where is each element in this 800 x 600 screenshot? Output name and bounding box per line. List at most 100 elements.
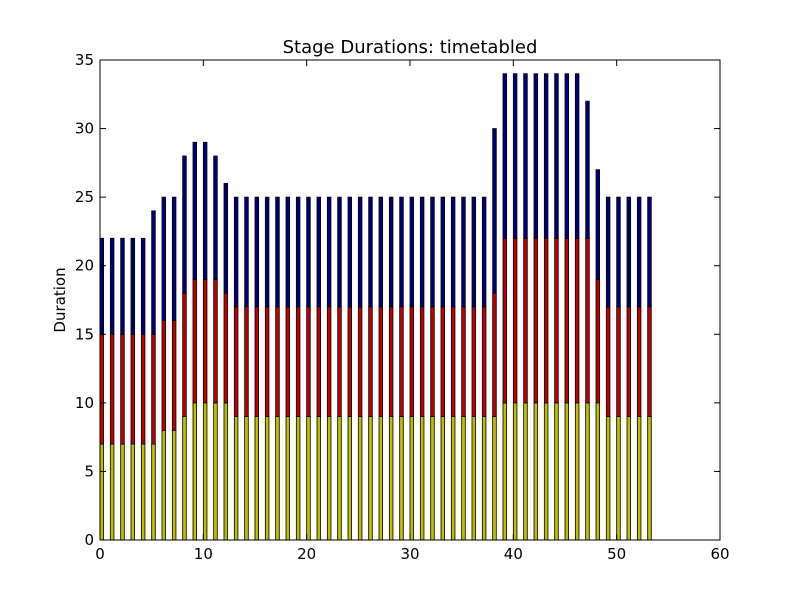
bar-segment-0-38: [492, 416, 497, 541]
bar-segment-2-2: [120, 237, 125, 335]
bar-segment-2-9: [192, 141, 198, 280]
bar-segment-0-18: [285, 416, 291, 541]
bar-segment-1-46: [574, 237, 580, 404]
bar-segment-1-24: [347, 306, 353, 417]
bar-segment-2-27: [378, 196, 384, 308]
x-tick-label-1: 10: [194, 545, 213, 563]
bar-segment-2-38: [492, 128, 497, 294]
bar-segment-0-30: [409, 416, 415, 541]
bar-segment-0-11: [213, 402, 218, 541]
bar-segment-0-44: [554, 402, 559, 541]
bar-segment-2-0: [99, 237, 105, 335]
bar-segment-2-48: [595, 169, 601, 280]
bar-segment-1-51: [626, 306, 632, 417]
bar-segment-1-3: [130, 333, 136, 445]
bar-segment-0-5: [151, 443, 156, 541]
bar-segment-0-49: [605, 416, 611, 541]
bar-segment-2-32: [430, 196, 435, 308]
y-tick-label-3: 15: [75, 325, 94, 343]
bar-segment-0-12: [223, 402, 229, 541]
bar-segment-0-4: [140, 443, 146, 541]
bar-segment-0-2: [120, 443, 125, 541]
bar-segment-0-28: [388, 416, 394, 541]
bar-segment-1-31: [419, 306, 425, 417]
bar-segment-0-51: [626, 416, 632, 541]
bar-segment-1-23: [337, 306, 342, 417]
bar-segment-2-18: [285, 196, 291, 308]
bar-segment-1-6: [161, 320, 167, 431]
bar-segment-0-6: [161, 429, 167, 541]
bar-segment-0-14: [244, 416, 249, 541]
bar-segment-2-42: [533, 73, 539, 239]
bar-segment-2-46: [574, 73, 580, 239]
bar-segment-2-53: [647, 196, 652, 308]
x-tick-label-2: 20: [297, 545, 316, 563]
y-tick-label-6: 30: [75, 120, 94, 138]
ticks-group: 0 10 20 30 40 50 60 0 5 10 15 20 25 30 35: [75, 51, 730, 563]
bar-segment-2-30: [409, 196, 415, 308]
bar-segment-0-52: [636, 416, 642, 541]
bar-segment-0-25: [357, 416, 363, 541]
bar-segment-2-49: [605, 196, 611, 308]
bar-segment-2-41: [523, 73, 528, 239]
bar-segment-0-20: [306, 416, 311, 541]
bar-segment-2-7: [171, 196, 177, 321]
bar-segment-0-33: [440, 416, 446, 541]
bar-segment-0-40: [512, 402, 518, 541]
bar-segment-1-11: [213, 279, 218, 404]
bar-segment-0-45: [564, 402, 570, 541]
bar-segment-2-10: [202, 141, 208, 280]
bar-segment-0-46: [574, 402, 580, 541]
bar-segment-0-39: [502, 402, 508, 541]
y-tick-label-2: 10: [75, 394, 94, 412]
bar-segment-1-32: [430, 306, 435, 417]
bar-segment-0-48: [595, 402, 601, 541]
bar-segment-2-24: [347, 196, 353, 308]
bar-segment-0-35: [461, 416, 466, 541]
bar-segment-1-14: [244, 306, 249, 417]
bar-segment-2-22: [326, 196, 332, 308]
bar-segment-0-41: [523, 402, 528, 541]
bar-segment-2-11: [213, 155, 218, 280]
bar-segment-2-28: [388, 196, 394, 308]
bar-segment-2-25: [357, 196, 363, 308]
bar-segment-2-39: [502, 73, 508, 239]
bar-segment-0-37: [481, 416, 487, 541]
bar-segment-1-10: [202, 279, 208, 404]
bar-segment-1-37: [481, 306, 487, 417]
bar-segment-1-36: [471, 306, 477, 417]
bar-segment-0-23: [337, 416, 342, 541]
bar-segment-0-19: [295, 416, 301, 541]
bar-segment-0-24: [347, 416, 353, 541]
bar-segment-1-45: [564, 237, 570, 404]
bar-segment-0-16: [264, 416, 270, 541]
bar-segment-2-50: [616, 196, 621, 308]
bar-segment-0-22: [326, 416, 332, 541]
bar-segment-0-15: [254, 416, 260, 541]
bar-segment-0-1: [109, 443, 115, 541]
bar-segment-0-21: [316, 416, 322, 541]
bar-segment-0-10: [202, 402, 208, 541]
y-tick-label-5: 25: [75, 188, 94, 206]
bar-segment-1-29: [399, 306, 404, 417]
bar-segment-0-13: [233, 416, 239, 541]
bar-segment-1-25: [357, 306, 363, 417]
bar-segment-0-8: [182, 416, 187, 541]
bar-segment-1-4: [140, 333, 146, 445]
bar-segment-2-40: [512, 73, 518, 239]
bar-segment-2-8: [182, 155, 187, 294]
bar-segment-1-41: [523, 237, 528, 404]
bar-segment-2-19: [295, 196, 301, 308]
bar-segment-2-45: [564, 73, 570, 239]
bar-segment-0-27: [378, 416, 384, 541]
bar-segment-1-16: [264, 306, 270, 417]
bar-segment-2-17: [275, 196, 280, 308]
x-tick-label-4: 40: [504, 545, 523, 563]
bar-segment-1-20: [306, 306, 311, 417]
bar-segment-2-52: [636, 196, 642, 308]
x-tick-label-3: 30: [400, 545, 419, 563]
bar-segment-2-15: [254, 196, 260, 308]
bar-segment-0-0: [99, 443, 105, 541]
